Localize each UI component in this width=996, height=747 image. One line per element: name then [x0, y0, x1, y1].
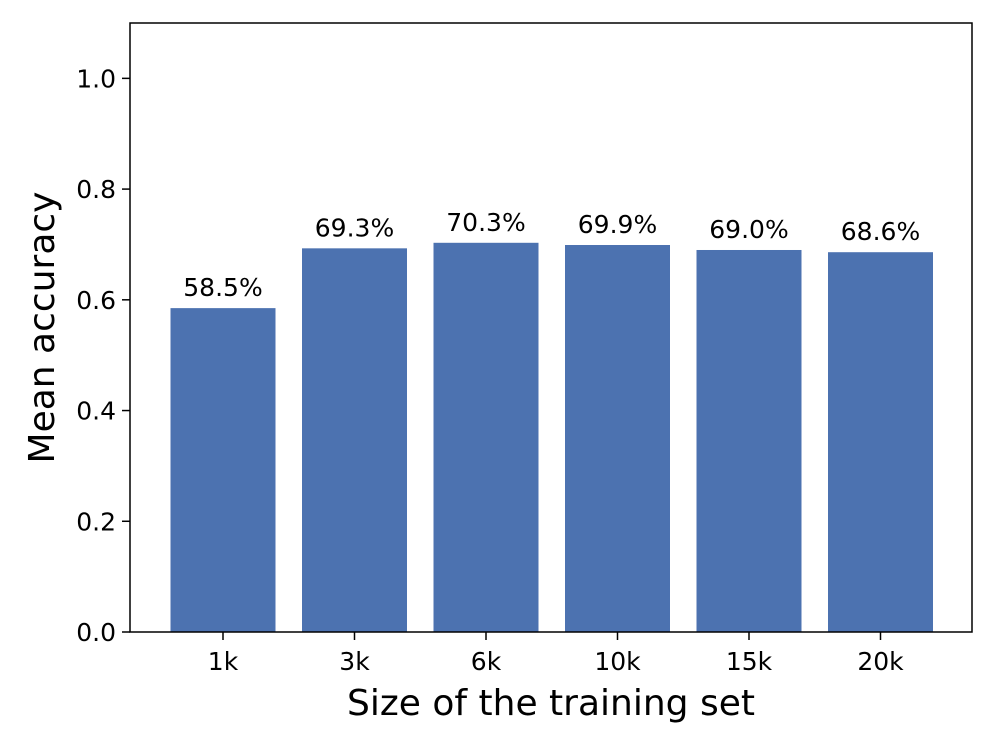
plot-frame	[129, 22, 973, 633]
x-tick-label: 20k	[857, 647, 904, 676]
x-tick-label: 1k	[208, 647, 239, 676]
bar-value-label: 58.5%	[183, 273, 262, 302]
bar-20k	[828, 252, 933, 633]
y-axis-label: Mean accuracy	[22, 192, 63, 464]
bar-15k	[696, 249, 802, 632]
x-tick-label: 3k	[339, 647, 370, 676]
y-axis-ticks: 0.0 0.2 0.4 0.6 0.8 1.0	[76, 64, 130, 647]
bar-labels-group: 58.5% 69.3% 70.3% 69.9% 69.0% 68.6%	[183, 208, 920, 302]
x-tick-label: 6k	[471, 647, 502, 676]
y-tick-label: 0.4	[76, 397, 116, 426]
bars-group	[170, 242, 933, 633]
bar-1k	[170, 308, 276, 632]
y-tick-label: 0.8	[76, 175, 116, 204]
bar-value-label: 68.6%	[841, 217, 920, 246]
y-tick-label: 1.0	[76, 64, 116, 93]
bar-10k	[565, 245, 670, 632]
x-tick-label: 10k	[594, 647, 641, 676]
y-tick-label: 0.6	[76, 286, 116, 315]
y-tick-label: 0.2	[76, 507, 116, 536]
bar-value-label: 69.3%	[315, 213, 394, 242]
bar-6k	[433, 242, 539, 632]
bar-value-label: 70.3%	[446, 208, 525, 237]
bar-3k	[302, 248, 407, 632]
y-tick-label: 0.0	[76, 618, 116, 647]
bar-value-label: 69.9%	[578, 210, 657, 239]
x-axis-ticks: 1k 3k 6k 10k 15k 20k	[208, 632, 904, 676]
bar-value-label: 69.0%	[709, 215, 788, 244]
x-axis-label: Size of the training set	[347, 683, 755, 724]
x-tick-label: 15k	[726, 647, 773, 676]
